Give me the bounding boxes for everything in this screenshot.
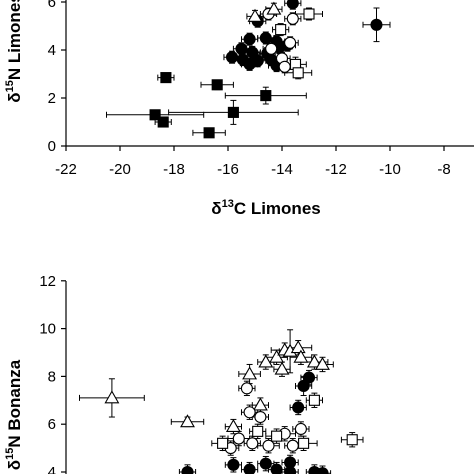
- limones-markers: [149, 0, 383, 139]
- bonanza-point-circle-filled: [243, 463, 256, 474]
- limones-y-tick-labels: 0 2 4 6: [48, 0, 56, 155]
- bonanza-point-triangle-open: [225, 418, 241, 433]
- chart-limones: -22 -20 -18 -16 -14 -12 -10 -8 0 2 4 6 δ13C Limone…: [4, 0, 474, 218]
- limones-point-circle-filled: [235, 42, 248, 55]
- bonanza-point-circle-open: [243, 406, 256, 419]
- bonanza-point-square-open: [252, 425, 264, 437]
- limones-point-circle-open: [286, 12, 299, 25]
- bonanza-point-square-open: [346, 434, 358, 446]
- bonanza-point-circle-open: [294, 422, 307, 436]
- limones-y-tick-label: 2: [48, 90, 56, 107]
- bonanza-point-triangle-open: [293, 349, 309, 363]
- bonanza-point-triangle-open: [290, 340, 306, 354]
- bonanza-point-triangle-open: [258, 354, 274, 368]
- limones-point-circle-filled: [236, 53, 249, 66]
- limones-point-square-open: [275, 24, 287, 36]
- limones-point-square-open: [292, 67, 304, 79]
- bonanza-point-square-open: [308, 394, 320, 406]
- limones-y-tick-label: 4: [48, 42, 56, 59]
- limones-point-square-filled: [227, 106, 239, 118]
- bonanza-point-circle-filled: [302, 371, 316, 384]
- limones-x-tick-label: -12: [325, 161, 347, 178]
- limones-point-circle-filled: [286, 0, 299, 10]
- limones-y-axis-title: δ15N Limones: [4, 0, 24, 103]
- bonanza-point-circle-open: [286, 439, 299, 452]
- bonanza-markers: [104, 340, 358, 474]
- bonanza-y-tick-label: 6: [48, 416, 56, 433]
- bonanza-point-circle-open: [254, 410, 267, 424]
- chart-bonanza: 4 6 8 10 12 δ15N Bonanza: [4, 273, 364, 474]
- bonanza-y-tick-label: 12: [39, 273, 56, 290]
- limones-point-circle-open: [265, 42, 278, 55]
- bonanza-point-circle-open: [240, 382, 253, 395]
- limones-point-square-filled: [149, 109, 161, 121]
- bonanza-y-tick-label: 4: [48, 464, 56, 474]
- limones-x-tick-label: -10: [379, 161, 401, 178]
- limones-y-tick-label: 6: [48, 0, 56, 11]
- bonanza-point-circle-filled: [259, 457, 272, 470]
- bonanza-point-triangle-open: [242, 366, 258, 380]
- limones-point-circle-open: [284, 36, 297, 49]
- limones-ticks: [61, 1, 445, 151]
- limones-point-circle-filled: [246, 46, 259, 59]
- bonanza-point-circle-filled: [270, 463, 283, 474]
- bonanza-y-tick-label: 8: [48, 368, 56, 385]
- bonanza-y-tick-labels: 4 6 8 10 12: [39, 273, 56, 474]
- bonanza-point-triangle-open: [104, 390, 120, 404]
- limones-x-tick-label: -22: [55, 161, 77, 178]
- bonanza-point-circle-filled: [284, 465, 297, 474]
- bonanza-point-triangle-open: [252, 397, 268, 411]
- limones-x-tick-label: -20: [109, 161, 131, 178]
- bonanza-point-circle-filled: [227, 458, 240, 471]
- bonanza-point-triangle-open: [180, 414, 195, 428]
- limones-x-tick-labels: -22 -20 -18 -16 -14 -12 -10 -8: [55, 161, 451, 178]
- bonanza-point-circle-open: [232, 432, 245, 445]
- limones-point-square-open: [303, 8, 315, 20]
- limones-point-square-filled: [157, 116, 169, 128]
- limones-x-tick-label: -16: [217, 161, 239, 178]
- bonanza-errorbars: [79, 329, 364, 474]
- bonanza-point-circle-open: [246, 437, 259, 450]
- limones-point-square-filled: [160, 72, 172, 84]
- limones-x-tick-label: -14: [271, 161, 293, 178]
- limones-x-tick-label: -8: [437, 161, 450, 178]
- limones-x-tick-label: -18: [163, 161, 185, 178]
- limones-point-circle-filled: [226, 51, 239, 64]
- bonanza-point-circle-filled: [292, 401, 305, 414]
- limones-point-circle-filled: [243, 33, 256, 46]
- limones-y-tick-label: 0: [48, 138, 56, 155]
- limones-x-axis-title: δ13C Limones: [211, 198, 320, 218]
- bonanza-point-circle-open: [262, 439, 275, 452]
- limones-point-triangle-open: [266, 1, 282, 15]
- bonanza-point-triangle-open: [269, 349, 285, 363]
- bonanza-ticks: [61, 280, 66, 473]
- bonanza-point-square-open: [217, 437, 229, 449]
- bonanza-y-axis-title: δ15N Bonanza: [4, 359, 24, 470]
- limones-point-square-filled: [203, 127, 215, 139]
- bonanza-point-square-open: [298, 437, 310, 449]
- bonanza-point-circle-filled: [181, 465, 194, 474]
- bonanza-point-triangle-open: [274, 361, 290, 375]
- bonanza-point-circle-filled: [297, 379, 310, 393]
- limones-point-square-filled: [211, 79, 223, 91]
- bonanza-point-circle-filled: [316, 467, 329, 474]
- limones-point-square-filled: [260, 90, 272, 102]
- bonanza-point-square-open: [271, 430, 283, 442]
- bonanza-y-tick-label: 10: [39, 321, 56, 338]
- limones-point-circle-open: [278, 60, 291, 73]
- bonanza-point-triangle-open: [306, 354, 322, 368]
- bonanza-point-triangle-open: [315, 356, 330, 370]
- limones-point-circle-filled: [370, 18, 383, 31]
- limones-point-circle-filled: [259, 31, 272, 45]
- limones-point-triangle-open: [247, 8, 263, 22]
